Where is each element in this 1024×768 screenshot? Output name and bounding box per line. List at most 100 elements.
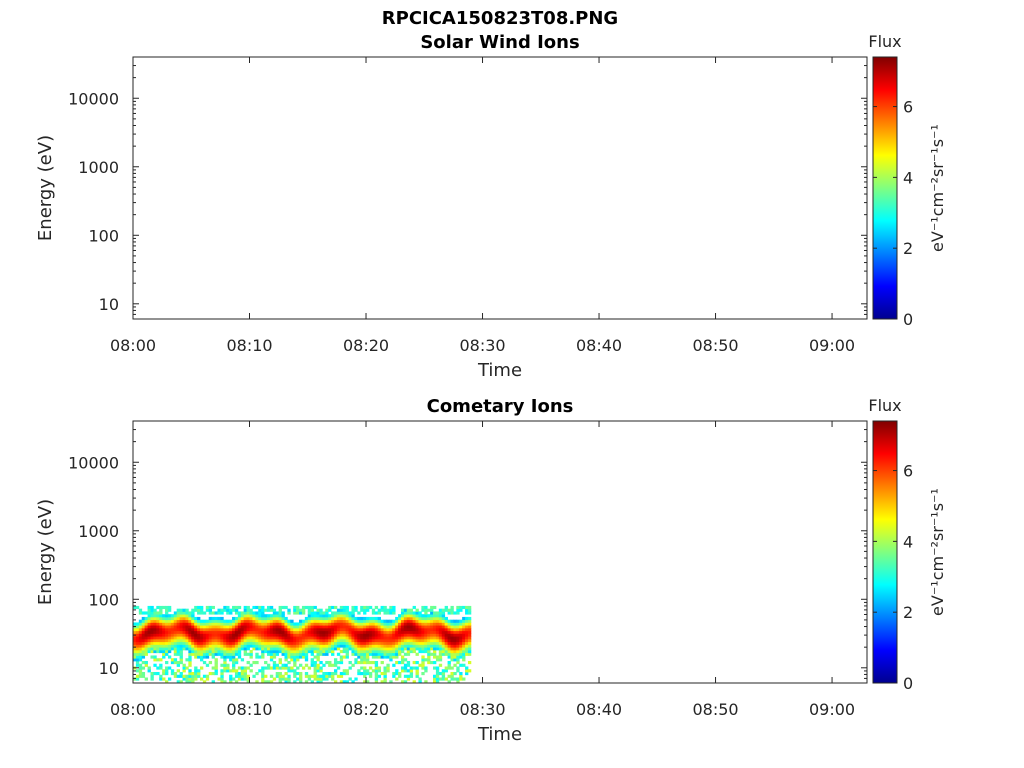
spectrogram-cell [403,647,408,651]
spectrogram-cell [153,625,157,629]
spectrogram-cell [389,611,393,615]
colorbar-gradient [872,420,898,684]
spectrogram-cell [409,649,414,654]
spectrogram-cell [284,625,288,629]
spectrogram-cell [223,652,227,656]
spectrogram-cell [179,633,183,637]
spectrogram-cell [165,627,169,632]
spectrogram-cell [266,641,271,645]
spectrogram-cell [255,616,259,621]
spectrogram-cell [409,641,414,645]
spectrogram-cell [234,674,239,678]
spectrogram-cell [220,674,224,678]
spectrogram-cell [194,677,198,681]
spectrogram-cell [456,644,460,648]
spectrogram-cell [153,647,157,651]
spectrogram-cell [240,671,245,676]
y-tick-label: 10 [99,659,119,678]
spectrogram-cell [287,638,291,643]
spectrogram-cell [293,671,297,676]
spectrogram-cell [351,652,355,656]
spectrogram-cell [153,655,157,659]
spectrogram-cell [412,605,416,610]
spectrogram-cell [150,638,154,643]
spectrogram-cell [223,663,227,667]
spectrogram-cell [159,674,163,678]
spectrogram-cell [435,616,440,621]
spectrogram-cell [386,647,390,651]
spectrogram-cell [400,608,405,612]
spectrogram-cell [296,611,300,615]
spectrogram-cell [299,652,303,656]
spectrogram-cell [400,611,405,615]
spectrogram-cell [188,636,192,640]
spectrogram-cell [208,644,213,648]
spectrogram-cell [261,647,265,651]
spectrogram-cell [199,652,204,656]
spectrogram-cell [156,611,160,615]
spectrogram-cell [255,680,259,684]
spectrogram-cell [237,674,242,678]
spectrogram-cell [345,633,349,637]
spectrogram-cell [272,652,277,656]
spectrogram-cell [176,627,180,632]
spectrogram-cell [412,627,416,632]
spectrogram-cell [214,663,218,667]
spectrogram-cell [418,625,422,629]
spectrogram-cell [345,625,349,629]
spectrogram-cell [368,605,373,610]
spectrogram-cell [179,649,183,654]
spectrogram-cell [351,622,355,626]
spectrogram-cell [444,638,448,643]
spectrogram-cell [456,633,460,637]
spectrogram-cell [194,674,198,678]
spectrogram-cell [433,674,437,678]
spectrogram-cell [240,666,245,670]
colorbar-label: eV⁻¹cm⁻²sr⁻¹s⁻¹ [928,488,947,616]
spectrogram-cell [188,677,192,681]
spectrogram-cell [366,680,370,684]
spectrogram-cell [415,669,419,673]
spectrogram-cell [450,619,454,623]
spectrogram-cell [371,660,376,665]
spectrogram-cell [403,622,408,626]
spectrogram-cell [313,630,317,634]
spectrogram-cell [266,627,271,632]
spectrogram-cell [208,619,213,623]
spectrogram-cell [237,605,242,610]
spectrogram-cell [226,655,230,659]
spectrogram-cell [258,630,262,634]
spectrogram-cell [363,605,367,610]
spectrogram-cell [453,641,457,645]
spectrogram-cell [229,655,233,659]
spectrogram-cell [147,633,151,637]
spectrogram-cell [424,669,428,673]
spectrogram-cell [333,625,338,629]
spectrogram-cell [392,638,396,643]
spectrogram-cell [383,611,387,615]
spectrogram-cell [412,644,416,648]
spectrogram-cell [243,674,247,678]
spectrogram-cell [287,655,291,659]
spectrogram-cell [167,655,172,659]
spectrogram-cell [249,625,253,629]
spectrogram-cell [188,671,192,676]
spectrogram-cell [261,630,265,634]
spectrogram-cell [313,619,317,623]
spectrogram-cell [170,630,175,634]
spectrogram-cell [223,655,227,659]
spectrogram-cell [421,658,425,662]
spectrogram-cell [444,666,448,670]
spectrogram-cell [272,627,277,632]
spectrogram-cell [197,622,201,626]
spectrogram-cell [272,647,277,651]
spectrogram-cell [366,671,370,676]
spectrogram-cell [371,655,376,659]
spectrogram-cell [380,680,384,684]
spectrogram-cell [249,630,253,634]
spectrogram-cell [441,636,446,640]
spectrogram-cell [165,605,169,610]
spectrogram-cell [465,616,469,621]
spectrogram-cell [409,633,414,637]
spectrogram-cell [325,671,329,676]
